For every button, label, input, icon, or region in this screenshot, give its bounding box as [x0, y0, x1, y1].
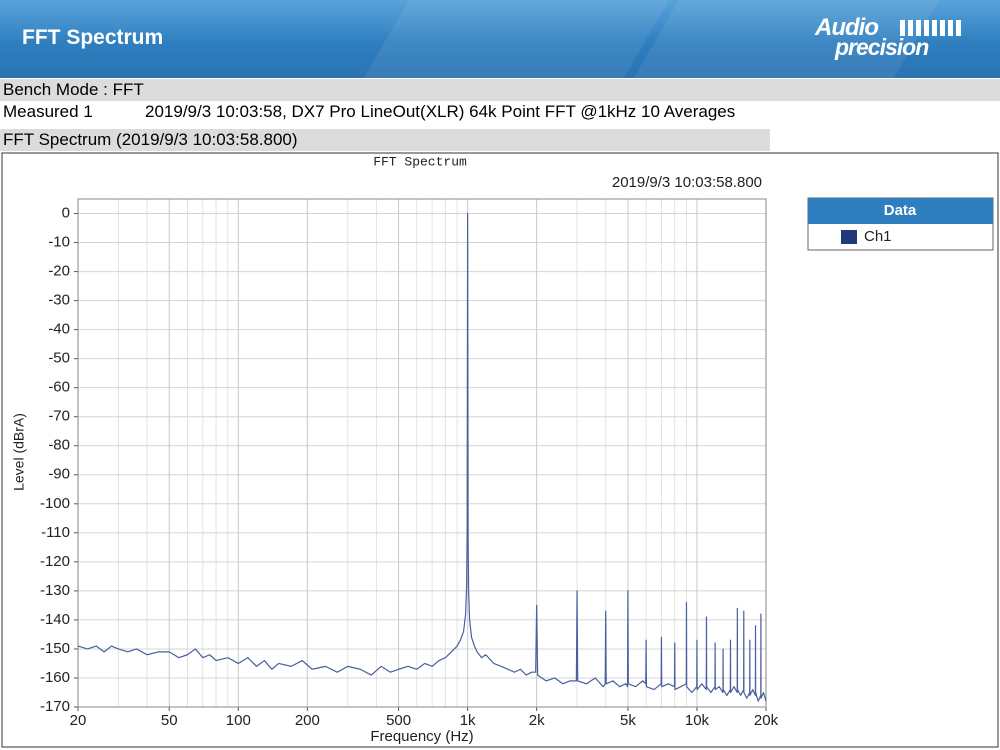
y-tick-label: -140 — [40, 611, 70, 628]
series-line — [77, 212, 767, 702]
plot-area — [77, 198, 767, 708]
legend-title: Data — [884, 202, 917, 219]
banner-title: FFT Spectrum — [22, 26, 164, 49]
measured-label: Measured 1 — [3, 102, 93, 121]
chart-subtitle: 2019/9/3 10:03:58.800 — [612, 174, 762, 191]
legend-header — [808, 198, 993, 224]
legend-swatch — [841, 230, 857, 244]
x-tick-label: 20 — [70, 712, 87, 729]
measured-text: 2019/9/3 10:03:58, DX7 Pro LineOut(XLR) … — [145, 102, 736, 121]
x-tick-label: 1k — [460, 712, 476, 729]
y-tick-label: -90 — [48, 466, 70, 483]
y-tick-label: -170 — [40, 698, 70, 715]
legend-label: Ch1 — [864, 228, 892, 245]
x-tick-label: 100 — [226, 712, 251, 729]
y-tick-label: -150 — [40, 640, 70, 657]
y-tick-label: -20 — [48, 263, 70, 280]
banner: FFT Spectrum Audio precision — [0, 0, 1000, 78]
x-tick-label: 20k — [754, 712, 779, 729]
x-axis-label: Frequency (Hz) — [370, 728, 473, 745]
plot-border — [77, 198, 767, 708]
y-tick-label: 0 — [62, 204, 70, 221]
y-tick-label: -160 — [40, 669, 70, 686]
x-tick-label: 10k — [685, 712, 710, 729]
x-tick-label: 200 — [295, 712, 320, 729]
bench-mode: Bench Mode : FFT — [0, 79, 1000, 101]
y-tick-label: -80 — [48, 437, 70, 454]
chart-title: FFT Spectrum — [373, 154, 467, 169]
y-axis-label: Level (dBrA) — [11, 413, 27, 491]
y-tick-label: -40 — [48, 321, 70, 338]
section-title: FFT Spectrum (2019/9/3 10:03:58.800) — [0, 129, 770, 151]
y-tick-label: -30 — [48, 292, 70, 309]
y-tick-label: -120 — [40, 553, 70, 570]
y-tick-label: -10 — [48, 234, 70, 251]
x-tick-label: 5k — [620, 712, 636, 729]
y-tick-label: -100 — [40, 495, 70, 512]
logo-text: precision — [835, 34, 929, 60]
y-tick-label: -130 — [40, 582, 70, 599]
y-tick-label: -60 — [48, 379, 70, 396]
logo-bars — [900, 20, 962, 36]
y-tick-label: -50 — [48, 350, 70, 367]
x-tick-label: 2k — [529, 712, 545, 729]
x-tick-label: 50 — [161, 712, 178, 729]
y-tick-label: -110 — [41, 524, 70, 541]
x-tick-label: 500 — [386, 712, 411, 729]
chart-frame — [1, 152, 999, 748]
logo-text: Audio — [815, 14, 879, 41]
y-tick-label: -70 — [48, 408, 70, 425]
